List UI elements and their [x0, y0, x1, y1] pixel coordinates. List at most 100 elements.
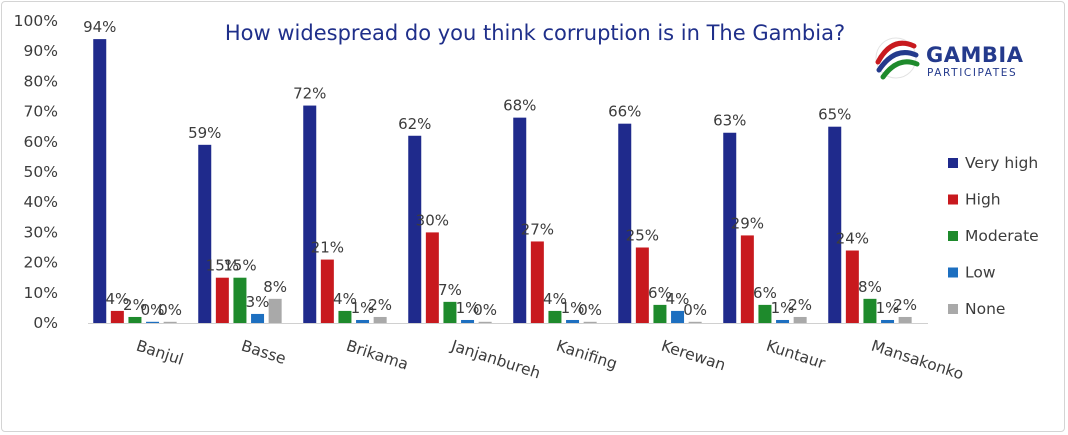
bar: [356, 319, 370, 323]
bar: [303, 105, 317, 323]
data-label: 24%: [836, 230, 869, 248]
x-tick-label: Basse: [239, 337, 288, 368]
bar: [881, 319, 895, 323]
bar: [828, 126, 842, 323]
data-label: 1%: [771, 299, 795, 317]
y-tick-label: 50%: [24, 163, 58, 181]
logo-brand-name: GAMBIA: [926, 43, 1024, 67]
data-label: 65%: [818, 106, 851, 124]
x-tick-label: Janjanbureh: [448, 336, 543, 382]
legend-swatch: [948, 267, 958, 278]
legend-label: Low: [965, 264, 996, 282]
x-tick-label: Kerewan: [659, 337, 728, 375]
bar: [740, 235, 754, 323]
y-tick-label: 60%: [24, 133, 58, 151]
bar: [268, 298, 282, 323]
data-label: 8%: [858, 278, 882, 296]
y-tick-label: 10%: [24, 284, 58, 302]
y-tick-label: 0%: [33, 314, 58, 332]
legend-label: Very high: [965, 154, 1038, 172]
data-label: 0%: [141, 301, 165, 319]
y-tick-label: 70%: [24, 103, 58, 121]
data-label: 27%: [521, 220, 554, 238]
bar: [215, 277, 229, 323]
legend-swatch: [948, 304, 958, 314]
data-label: 0%: [473, 301, 497, 319]
bar: [93, 39, 107, 324]
data-label: 68%: [503, 97, 536, 115]
data-label: 2%: [893, 296, 917, 314]
legend-label: None: [965, 300, 1005, 318]
data-label: 15%: [223, 257, 256, 275]
legend-label: High: [965, 191, 1001, 209]
data-label: 2%: [368, 296, 392, 314]
data-label: 66%: [608, 103, 641, 121]
y-tick-label: 100%: [14, 12, 58, 30]
data-label: 7%: [438, 281, 462, 299]
data-label: 63%: [713, 112, 746, 130]
y-tick-label: 80%: [24, 72, 58, 90]
data-label: 1%: [876, 299, 900, 317]
data-label: 15%: [206, 257, 239, 275]
data-label: 2%: [788, 296, 812, 314]
bar: [758, 304, 772, 323]
data-label: 0%: [578, 301, 602, 319]
bar: [653, 304, 667, 323]
data-label: 29%: [731, 214, 764, 232]
bar: [898, 316, 912, 323]
data-label: 4%: [666, 290, 690, 308]
y-tick-label: 20%: [24, 254, 58, 272]
data-label: 94%: [83, 18, 116, 36]
logo-emblem-icon: [875, 37, 920, 80]
bar: [723, 132, 737, 323]
bar: [845, 250, 859, 323]
data-label: 4%: [333, 290, 357, 308]
x-tick-label: Brikama: [344, 337, 411, 374]
bar: [110, 310, 124, 323]
bar: [128, 316, 142, 323]
bars: [93, 39, 912, 324]
bar: [635, 247, 649, 323]
bar: [198, 144, 212, 323]
y-tick-label: 90%: [24, 42, 58, 60]
data-label: 8%: [263, 278, 287, 296]
bar: [513, 117, 527, 323]
data-label: 30%: [416, 211, 449, 229]
x-tick-label: Mansakonko: [869, 337, 966, 384]
bar: [408, 135, 422, 323]
bar: [163, 321, 177, 323]
data-label: 1%: [561, 299, 585, 317]
bar: [671, 310, 685, 323]
bar: [338, 310, 352, 323]
data-label: 1%: [456, 299, 480, 317]
data-label: 21%: [311, 239, 344, 257]
bar: [233, 277, 247, 323]
chart-title: How widespread do you think corruption i…: [225, 21, 845, 45]
bar: [373, 316, 387, 323]
data-labels: 94%4%2%0%0%59%15%15%3%8%72%21%4%1%2%62%3…: [83, 18, 917, 319]
data-label: 6%: [753, 284, 777, 302]
data-label: 4%: [543, 290, 567, 308]
data-label: 1%: [351, 299, 375, 317]
data-label: 4%: [105, 290, 129, 308]
bar: [425, 232, 439, 323]
legend-swatch: [948, 231, 958, 241]
bar: [548, 310, 562, 323]
data-label: 6%: [648, 284, 672, 302]
bar: [443, 301, 457, 323]
bar: [566, 319, 580, 323]
bar: [146, 321, 160, 323]
data-label: 25%: [626, 227, 659, 245]
data-label: 0%: [683, 301, 707, 319]
y-tick-label: 40%: [24, 193, 58, 211]
bar: [478, 321, 492, 323]
bar: [461, 319, 475, 323]
data-label: 3%: [246, 293, 270, 311]
bar: [530, 241, 544, 323]
data-label: 59%: [188, 124, 221, 142]
gambia-participates-logo: GAMBIA PARTICIPATES: [875, 37, 1024, 80]
legend-label: Moderate: [965, 227, 1039, 245]
data-label: 62%: [398, 115, 431, 133]
y-axis: 0% 10% 20% 30% 40% 50% 60% 70% 80% 90% 100%: [14, 12, 58, 332]
